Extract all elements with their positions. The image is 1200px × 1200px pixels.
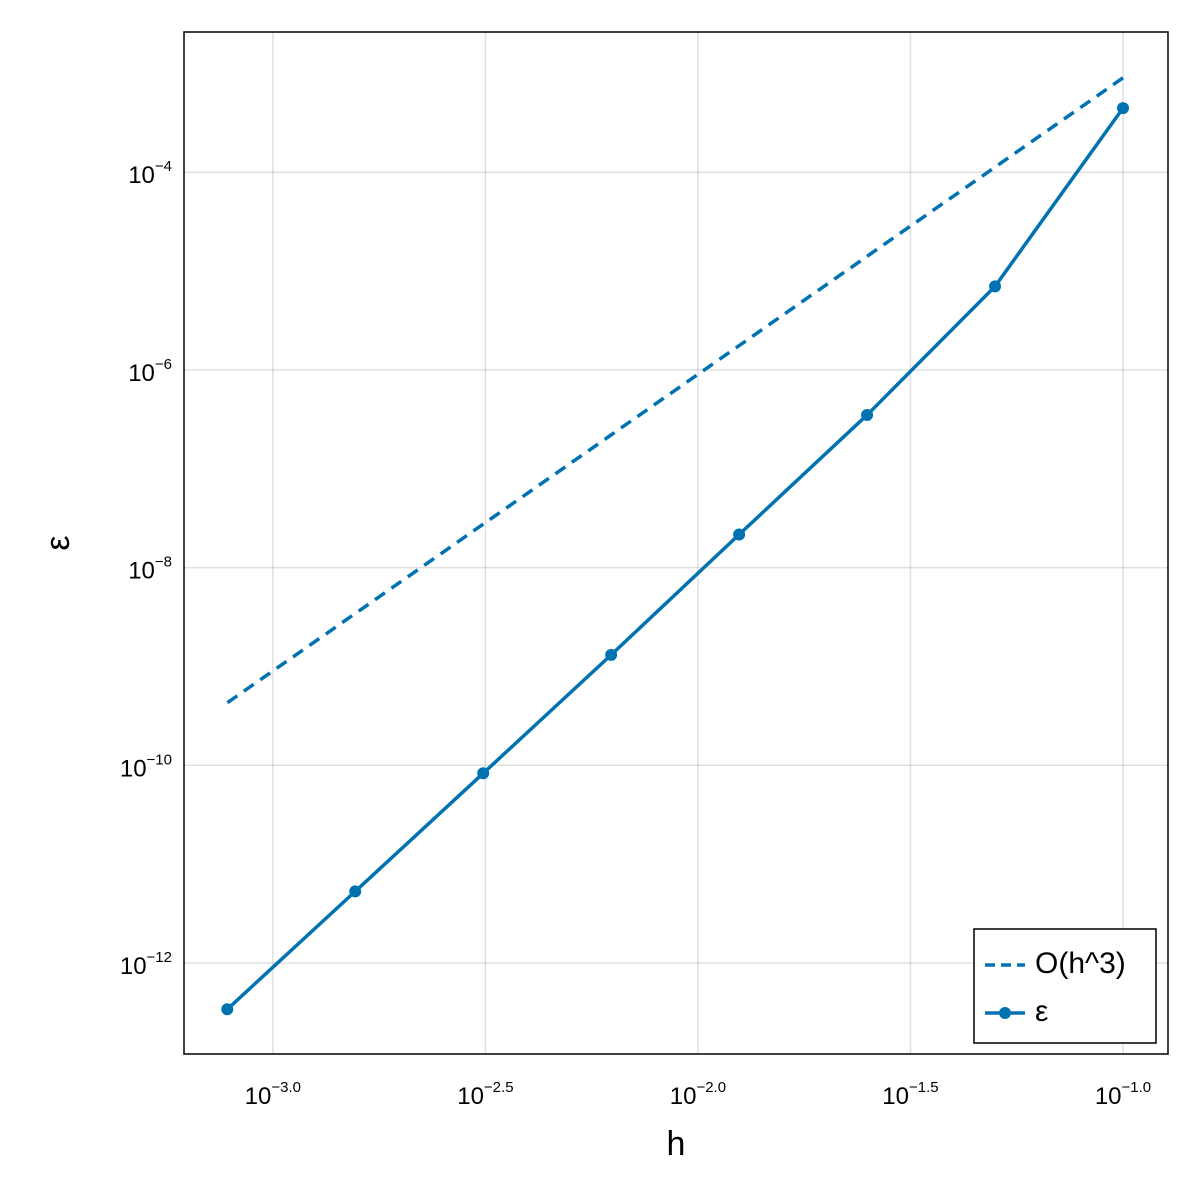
series-line xyxy=(226,107,1125,1011)
legend-label: ε xyxy=(1035,995,1048,1028)
data-point xyxy=(1117,102,1130,115)
data-point xyxy=(477,767,490,780)
x-tick-label: 10−1.0 xyxy=(1095,1079,1151,1110)
data-point xyxy=(989,280,1002,293)
y-tick-label: 10−6 xyxy=(128,356,172,387)
y-axis-title: ε xyxy=(39,535,77,550)
series-line xyxy=(226,76,1125,705)
x-tick-label: 10−3.0 xyxy=(245,1079,301,1110)
y-tick-label: 10−4 xyxy=(128,158,172,189)
y-tick-label: 10−8 xyxy=(128,554,172,585)
x-tick-label: 10−2.5 xyxy=(457,1079,513,1110)
plot-frame xyxy=(183,31,1169,1055)
data-point xyxy=(349,885,362,898)
data-point xyxy=(221,1003,234,1016)
x-tick-label: 10−1.5 xyxy=(882,1079,938,1110)
legend-label: O(h^3) xyxy=(1035,947,1126,980)
x-axis-title: h xyxy=(667,1125,686,1163)
x-tick-label: 10−2.0 xyxy=(670,1079,726,1110)
legend-marker xyxy=(999,1007,1011,1019)
data-point xyxy=(605,648,618,661)
data-point xyxy=(733,528,746,541)
data-point xyxy=(861,408,874,421)
legend-box xyxy=(973,928,1157,1044)
y-tick-label: 10−12 xyxy=(120,949,172,980)
y-tick-label: 10−10 xyxy=(120,751,172,782)
